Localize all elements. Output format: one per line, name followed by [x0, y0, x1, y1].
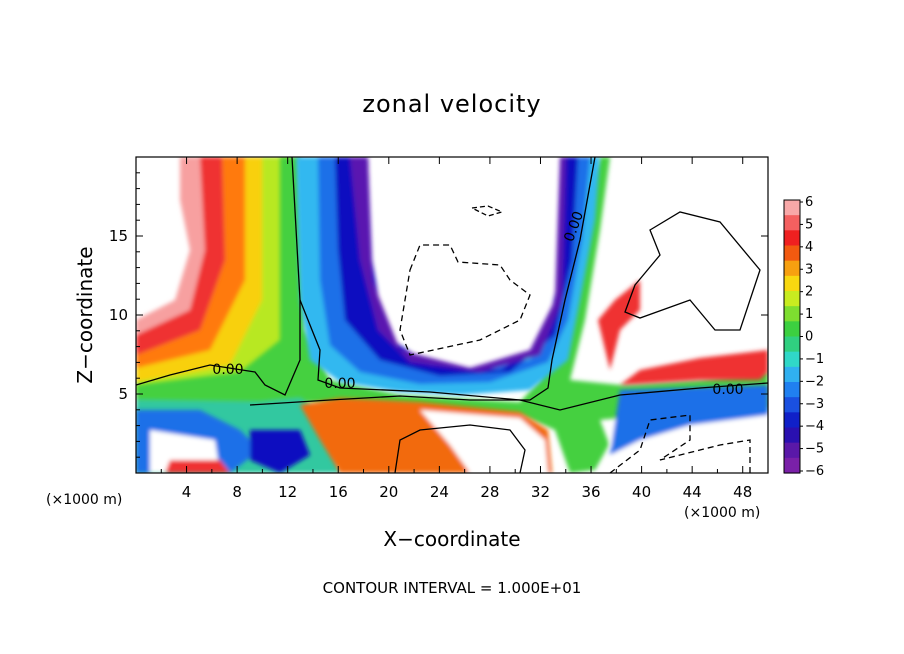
colorbar-swatch	[784, 457, 800, 474]
zero-contour-main	[136, 157, 301, 396]
westward-jet-column	[296, 157, 600, 395]
colorbar-swatch	[784, 245, 800, 262]
zero-contour-lower	[249, 157, 596, 406]
x-tick-label: 20	[379, 483, 398, 501]
y-tick-label: 5	[118, 385, 128, 403]
colorbar-swatch	[784, 366, 800, 383]
dashed-contour-lowright	[609, 414, 751, 473]
contour-label: 0.00	[712, 382, 743, 398]
colorbar-swatch	[784, 200, 800, 216]
lower-left-patches	[136, 410, 310, 473]
colorbar-swatch	[784, 260, 800, 277]
x-tick-label: 32	[531, 483, 550, 501]
contour-interval-note: CONTOUR INTERVAL = 1.000E+01	[323, 579, 582, 597]
colorbar-swatch	[784, 397, 800, 413]
y-tick-label: 10	[109, 306, 128, 324]
z-unit-label: (×1000 m)	[46, 492, 122, 508]
eastward-plume-left	[136, 157, 292, 392]
zero-contour-upper	[299, 299, 768, 411]
y-axis-title: Z−coordinate	[73, 246, 97, 383]
colorbar-label: −2	[805, 374, 824, 389]
colorbar-swatch	[784, 412, 800, 429]
solid-contour-right	[624, 211, 761, 331]
x-tick-label: 40	[632, 483, 651, 501]
colorbar-label: 3	[805, 262, 813, 277]
dashed-contour-center	[399, 244, 531, 356]
colorbar-label: −1	[805, 352, 824, 367]
colorbar-swatch	[784, 215, 800, 231]
colorbar-label: 1	[805, 307, 813, 322]
contour-label: 0.00	[324, 376, 355, 392]
colorbar-swatch	[784, 351, 800, 368]
contour-lines	[136, 157, 768, 473]
y-tick-label: 15	[109, 227, 128, 245]
colorbar-swatch	[784, 291, 800, 307]
x-tick-label: 4	[182, 483, 192, 501]
low-level-easterlies	[300, 280, 768, 473]
colorbar-swatch	[784, 230, 800, 247]
colorbar-swatch	[784, 321, 800, 338]
dashed-contour-small	[469, 205, 504, 217]
x-tick-label: 48	[733, 483, 752, 501]
x-tick-label: 44	[683, 483, 702, 501]
colorbar-swatch	[784, 275, 800, 292]
x-tick-label: 12	[278, 483, 297, 501]
solid-contour-bottom	[394, 424, 526, 473]
colorbar-label: 4	[805, 240, 813, 255]
x-tick-label: 16	[329, 483, 348, 501]
colorbar-label: −5	[805, 442, 824, 457]
colorbar-swatch	[784, 382, 800, 398]
x-tick-label: 36	[581, 483, 600, 501]
x-axis-ticks: 4 8 12 16 20 24 28 32 36 40 44 48	[160, 157, 752, 501]
colorbar-swatch	[784, 427, 800, 444]
colorbar-label: 2	[805, 285, 813, 300]
colorbar-label: −4	[805, 419, 824, 434]
colorbar-label: −6	[805, 464, 824, 479]
colorbar-label: 5	[805, 217, 813, 232]
velocity-field	[136, 157, 768, 473]
colorbar-label: 0	[805, 330, 813, 345]
colorbar-label: 6	[805, 195, 813, 210]
x-axis-title: X−coordinate	[383, 527, 520, 551]
chart-title: zonal velocity	[362, 90, 541, 118]
x-tick-label: 24	[430, 483, 449, 501]
colorbar-swatch	[784, 306, 800, 322]
y-axis-ticks: 5 10 15	[109, 172, 768, 458]
colorbar: 6 5 4 3 2 1 0 −1 −2 −3 −4 −5 −6	[783, 195, 824, 479]
x-tick-label: 8	[232, 483, 242, 501]
x-unit-label: (×1000 m)	[684, 505, 760, 521]
colorbar-swatch	[784, 442, 800, 459]
colorbar-label: −3	[805, 397, 824, 412]
x-tick-label: 28	[480, 483, 499, 501]
contour-label: 0.00	[212, 362, 243, 378]
colorbar-swatch	[784, 336, 800, 353]
